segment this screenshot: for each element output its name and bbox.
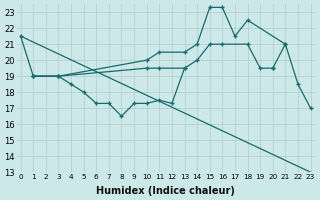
X-axis label: Humidex (Indice chaleur): Humidex (Indice chaleur): [96, 186, 235, 196]
